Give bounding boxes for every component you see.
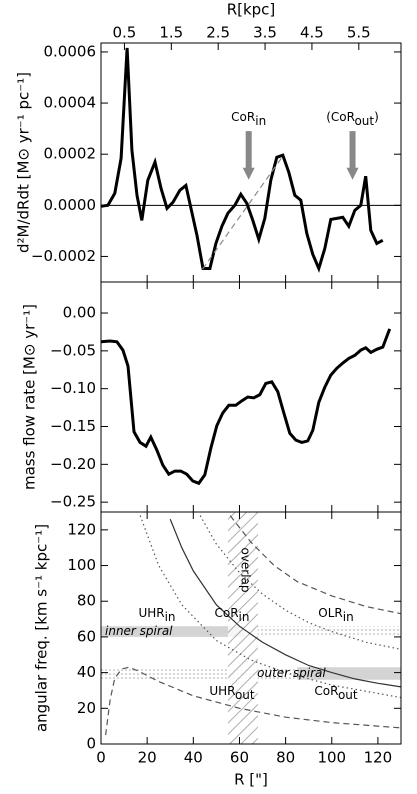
- annotation: UHRin: [138, 606, 175, 624]
- band-label: outer spiral: [257, 666, 326, 680]
- y-tick-label: −0.0002: [31, 247, 96, 265]
- annotation-text: OLR: [318, 606, 342, 620]
- annotation-text: (CoR: [326, 110, 354, 124]
- curve: [229, 515, 401, 615]
- annotation-text: UHR: [138, 606, 164, 620]
- plot-area: [101, 512, 401, 744]
- y-tick-label: −0.25: [50, 493, 96, 511]
- annotation: UHRout: [209, 684, 255, 702]
- annotation-subscript: out: [235, 688, 255, 702]
- annotation-subscript: in: [239, 610, 250, 624]
- curve: [101, 47, 384, 273]
- x-tick-label: 120: [364, 749, 393, 767]
- y-tick-label: 40: [77, 663, 96, 681]
- y-tick-label: 60: [77, 627, 96, 645]
- overlap-label: overlap: [238, 547, 252, 592]
- curve: [169, 518, 401, 688]
- annotation-text: ): [374, 110, 379, 124]
- panel-frame: [100, 511, 402, 745]
- top-tick-label: 1.5: [159, 24, 183, 42]
- top-tick-label: 3.5: [253, 24, 277, 42]
- y-tick-label: 80: [77, 592, 96, 610]
- y-tick-label: 0: [86, 735, 96, 753]
- y-tick-label: 0.0002: [44, 145, 97, 163]
- annotation: CoRin: [214, 606, 249, 624]
- x-tick-label: 0: [96, 749, 106, 767]
- x-axis-label: R ["]: [234, 771, 268, 789]
- top-tick-label: 2.5: [206, 24, 230, 42]
- band-extension: [244, 626, 401, 637]
- y-tick-label: 0.0000: [44, 196, 97, 214]
- plot-area: [101, 328, 392, 486]
- annotation-subscript: in: [255, 114, 266, 128]
- annotation-text: CoR: [214, 606, 238, 620]
- plot-area: [101, 47, 401, 273]
- annotation-subscript: in: [165, 610, 176, 624]
- annotation: (CoRout): [326, 110, 379, 128]
- x-tick-label: 80: [276, 749, 295, 767]
- y-tick-label: 120: [67, 520, 96, 538]
- y-tick-label: −0.10: [50, 379, 96, 397]
- top-tick-label: 4.5: [300, 24, 324, 42]
- x-tick-label: 60: [230, 749, 249, 767]
- y-axis-label: d²M/dRdt [M⊙ yr⁻¹ pc⁻¹]: [15, 72, 33, 253]
- curve: [199, 515, 401, 650]
- annotation-subscript: in: [343, 610, 354, 624]
- band-label: inner spiral: [105, 624, 173, 638]
- y-tick-label: 0.0006: [44, 42, 97, 60]
- x-tick-label: 40: [184, 749, 203, 767]
- annotation-text: UHR: [209, 684, 235, 698]
- arrow: [346, 131, 359, 180]
- curve: [101, 328, 392, 486]
- top-tick-label: 5.5: [347, 24, 371, 42]
- annotation-text: CoR: [231, 110, 255, 124]
- annotation-subscript: out: [354, 114, 374, 128]
- y-tick-label: 20: [77, 699, 96, 717]
- annotation: CoRout: [314, 684, 357, 702]
- top-tick-label: 0.5: [113, 24, 137, 42]
- curve: [202, 155, 284, 270]
- y-tick-label: 100: [67, 556, 96, 574]
- band: [101, 626, 245, 637]
- top-axis-label: R[kpc]: [227, 1, 276, 19]
- arrow: [242, 131, 255, 180]
- y-tick-label: −0.05: [50, 341, 96, 359]
- y-tick-label: 0.00: [63, 304, 96, 322]
- y-tick-label: 0.0004: [44, 94, 97, 112]
- annotation-subscript: out: [338, 688, 358, 702]
- y-axis-label: angular freq. [km s⁻¹ kpc⁻¹]: [33, 524, 51, 732]
- y-tick-label: −0.15: [50, 417, 96, 435]
- curve: [105, 666, 401, 736]
- y-axis-label: mass flow rate [M⊙ yr⁻¹]: [21, 304, 39, 490]
- annotation: CoRin: [231, 110, 266, 128]
- y-tick-label: −0.20: [50, 455, 96, 473]
- annotation: OLRin: [318, 606, 353, 624]
- x-tick-label: 20: [138, 749, 157, 767]
- x-tick-label: 100: [317, 749, 346, 767]
- annotation-text: CoR: [314, 684, 338, 698]
